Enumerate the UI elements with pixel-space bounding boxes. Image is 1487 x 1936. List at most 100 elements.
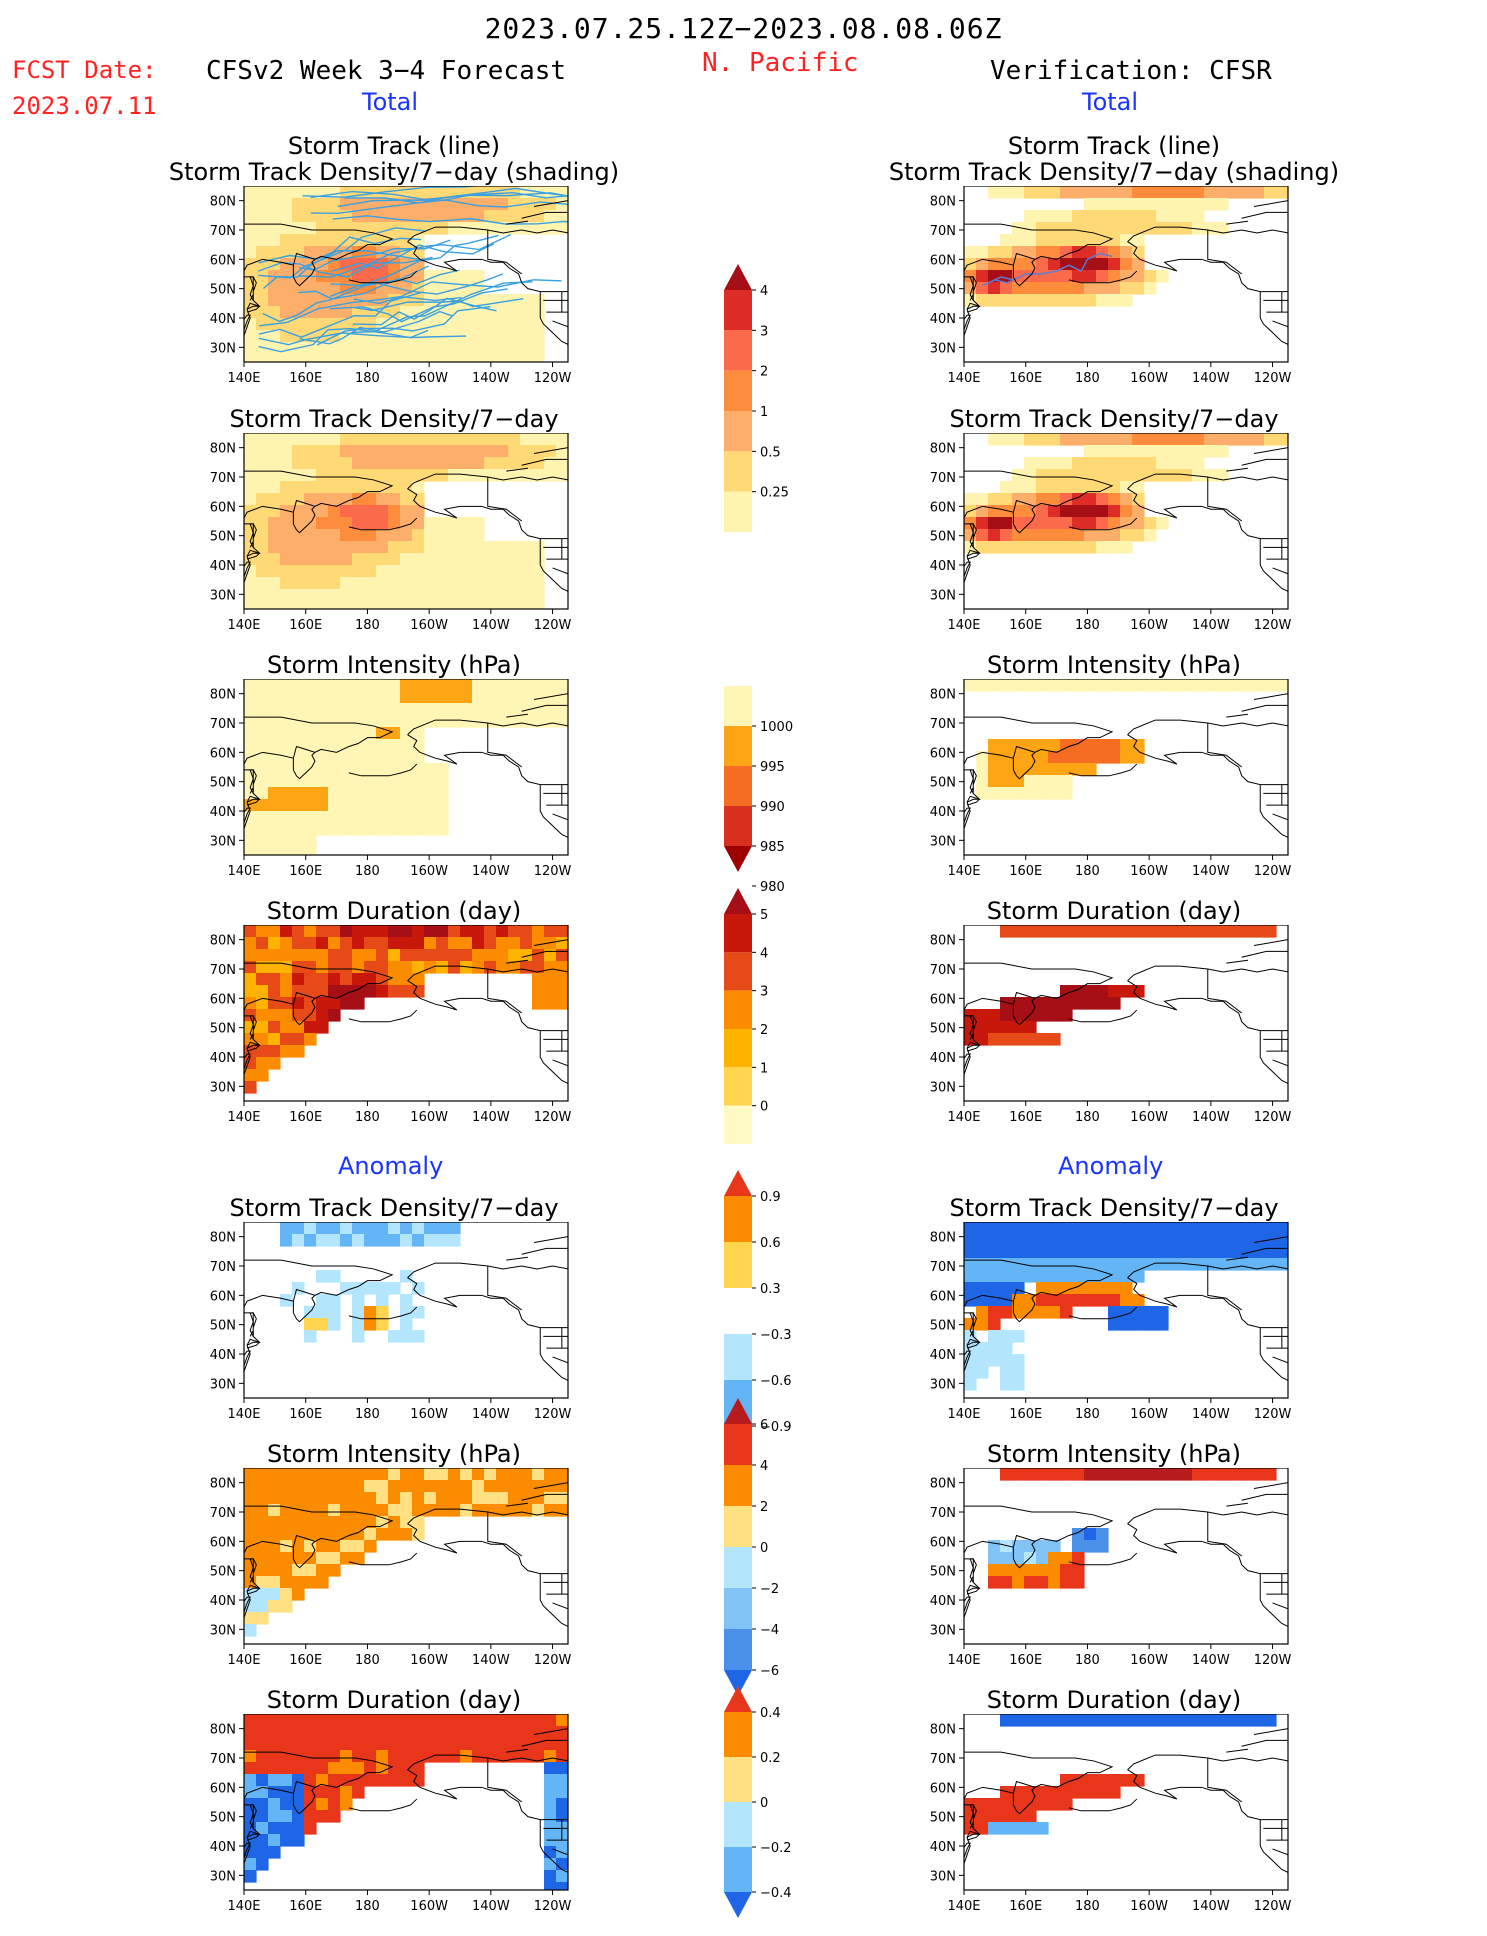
colorbar-label: 1	[760, 405, 768, 420]
colorbar-swatch	[724, 290, 752, 331]
colorbar-swatch	[724, 766, 752, 806]
map-area: 80N 70N 60N 50N 40N 30N 140E 160E 180 160W 140W 120…	[930, 432, 1292, 633]
colorbar-label: 0.6	[760, 1236, 781, 1251]
lat-tick-label: 80N	[210, 1477, 236, 1492]
lat-tick-label: 30N	[210, 1377, 236, 1392]
lat-tick-label: 80N	[210, 688, 236, 703]
lon-tick-label: 140W	[472, 1899, 510, 1914]
coastlines	[964, 1236, 1288, 1381]
lon-tick-label: 120W	[534, 371, 572, 386]
colorbar-swatch	[724, 846, 752, 872]
map-area: 80N 70N 60N 50N 40N 30N 140E 160E 180 160W 140W 120…	[930, 1467, 1292, 1668]
colorbar-swatch	[724, 990, 752, 1029]
lon-tick-label: 140E	[227, 1407, 260, 1422]
left-track-line-title: Storm Track (line)	[287, 132, 501, 160]
lon-tick-label: 140E	[947, 1110, 980, 1125]
lat-tick-label: 70N	[930, 963, 956, 978]
lon-tick-label: 140E	[947, 864, 980, 879]
coastlines	[244, 939, 568, 1084]
lat-tick-label: 60N	[930, 253, 956, 268]
lat-tick-label: 40N	[210, 1051, 236, 1066]
lon-tick-label: 160W	[1130, 864, 1168, 879]
lon-tick-label: 160E	[1009, 1899, 1042, 1914]
lat-tick-label: 70N	[930, 224, 956, 239]
lat-tick-label: 30N	[930, 1869, 956, 1884]
lat-tick-label: 70N	[930, 1260, 956, 1275]
shading-layer	[280, 1222, 461, 1343]
colorbar-swatch	[724, 1424, 752, 1465]
colorbar-label: 0.25	[760, 486, 789, 501]
colorbar-swatch	[724, 1802, 752, 1847]
lat-tick-label: 70N	[210, 1260, 236, 1275]
lat-tick-label: 50N	[210, 776, 236, 791]
lon-tick-label: 140W	[472, 864, 510, 879]
map-area: 80N 70N 60N 50N 40N 30N 140E 160E 180 160W 140W 120…	[210, 1467, 572, 1668]
map-area: 80N 70N 60N 50N 40N 30N 140E 160E 180 160W 140W 120…	[210, 185, 572, 386]
lat-tick-label: 50N	[210, 1565, 236, 1580]
lon-tick-label: 160W	[410, 371, 448, 386]
right-density-panel: 80N 70N 60N 50N 40N 30N 140E 160E 180 160W 140W 120…	[920, 432, 1300, 655]
coastlines	[244, 447, 568, 592]
lon-tick-label: 160E	[1009, 1407, 1042, 1422]
lat-tick-label: 40N	[210, 1594, 236, 1609]
colorbar-label: −6	[760, 1664, 779, 1679]
colorbar-label: 0.4	[760, 1706, 781, 1721]
fcst-date-value: 2023.07.11	[12, 92, 157, 120]
shading-layer	[988, 1468, 1277, 1589]
lat-tick-label: 80N	[210, 442, 236, 457]
lon-tick-label: 140W	[472, 1110, 510, 1125]
lon-tick-label: 180	[1075, 1407, 1100, 1422]
right-density-anom-panel: 80N 70N 60N 50N 40N 30N 140E 160E 180 160W 140W 120…	[920, 1221, 1300, 1444]
colorbar-swatch	[724, 1547, 752, 1588]
left-anomaly-header: Anomaly	[338, 1152, 444, 1180]
lon-tick-label: 180	[355, 618, 380, 633]
lon-tick-label: 160E	[1009, 618, 1042, 633]
colorbar-swatch	[724, 1686, 752, 1712]
lat-tick-label: 40N	[930, 1840, 956, 1855]
forecast-model-title: CFSv2 Week 3−4 Forecast	[206, 56, 567, 86]
lat-tick-label: 40N	[210, 312, 236, 327]
colorbar-swatch	[724, 914, 752, 953]
lon-tick-label: 140E	[947, 618, 980, 633]
lat-tick-label: 60N	[930, 992, 956, 1007]
colorbar-label: −0.2	[760, 1841, 792, 1856]
colorbar-swatch	[724, 1670, 752, 1696]
shading-layer	[244, 186, 568, 362]
lon-tick-label: 160W	[1130, 618, 1168, 633]
lon-tick-label: 140E	[227, 864, 260, 879]
lon-tick-label: 180	[1075, 1899, 1100, 1914]
lat-tick-label: 70N	[210, 717, 236, 732]
colorbar-label: −0.6	[760, 1374, 792, 1389]
colorbar-label: 985	[760, 840, 785, 855]
lon-tick-label: 120W	[1254, 1899, 1292, 1914]
lat-tick-label: 80N	[930, 1231, 956, 1246]
colorbar-duration-total: 5 4 3 2 1 0	[724, 888, 794, 1182]
colorbar-swatch	[724, 1506, 752, 1547]
colorbar-label: 3	[760, 985, 768, 1000]
lon-tick-label: 180	[1075, 864, 1100, 879]
shading-layer	[964, 925, 1277, 1046]
colorbar-swatch	[724, 1712, 752, 1757]
shading-layer	[244, 433, 568, 609]
colorbar-swatch	[724, 1334, 752, 1380]
lon-tick-label: 160E	[289, 1899, 322, 1914]
lon-tick-label: 140W	[472, 371, 510, 386]
lon-tick-label: 160W	[410, 1653, 448, 1668]
lon-tick-label: 120W	[534, 1653, 572, 1668]
left-duration-title: Storm Duration (day)	[266, 897, 522, 925]
colorbar-swatch	[724, 411, 752, 452]
lon-tick-label: 180	[1075, 1653, 1100, 1668]
lat-tick-label: 40N	[930, 1348, 956, 1363]
lon-tick-label: 180	[1075, 618, 1100, 633]
lat-tick-label: 70N	[210, 963, 236, 978]
colorbar-label: 0.2	[760, 1751, 781, 1766]
right-duration-panel: 80N 70N 60N 50N 40N 30N 140E 160E 180 160W 140W 120…	[920, 924, 1300, 1147]
lon-tick-label: 140E	[227, 371, 260, 386]
lat-tick-label: 60N	[210, 992, 236, 1007]
left-track-shading-title: Storm Track Density/7−day (shading)	[168, 158, 620, 186]
coastlines	[244, 1482, 568, 1627]
map-area: 80N 70N 60N 50N 40N 30N 140E 160E 180 160W 140W 120…	[210, 924, 572, 1125]
left-total-header: Total	[362, 88, 419, 116]
lat-tick-label: 50N	[210, 530, 236, 545]
lon-tick-label: 140W	[472, 618, 510, 633]
